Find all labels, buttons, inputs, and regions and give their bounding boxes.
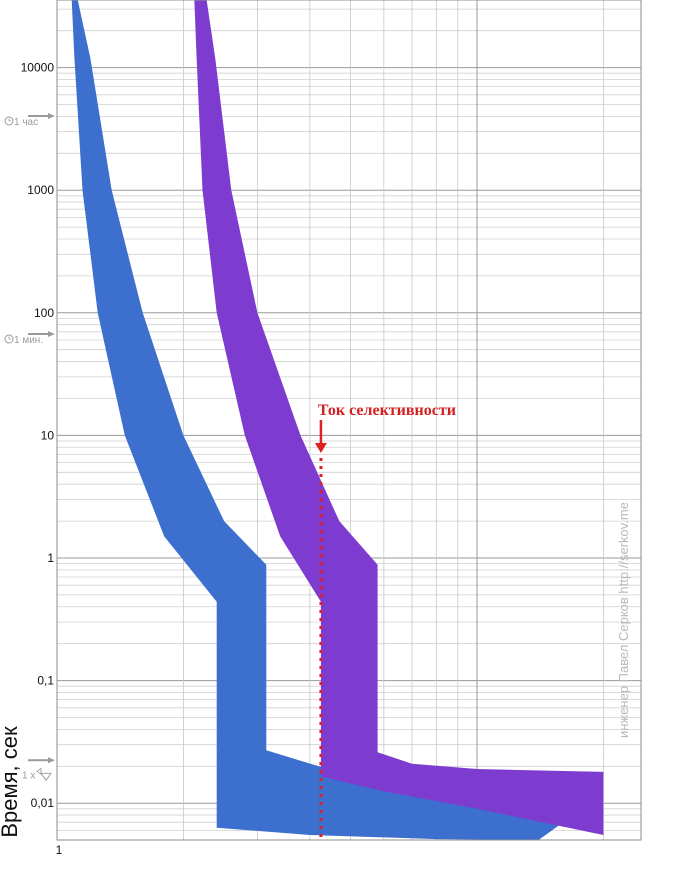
y-tick-label: 1 (47, 551, 54, 565)
clock-icon (4, 116, 14, 126)
time-marker: 1 x (22, 757, 55, 781)
selectivity-arrow-head (314, 443, 327, 453)
time-marker-label: 1 час (14, 117, 38, 128)
selectivity-label: Ток селективности (318, 402, 456, 419)
axis-ticks: 10000 1000 100 10 1 0,1 0,01 1 (21, 61, 63, 857)
series-layer (71, 0, 604, 841)
time-marker: 1 мин. (4, 330, 55, 346)
time-marker-label: 1 мин. (14, 335, 43, 346)
triangle-icon (40, 772, 52, 782)
y-tick-label: 0,1 (37, 674, 54, 688)
time-marker-label: 1 x (22, 770, 35, 781)
y-tick-label: 100 (34, 306, 54, 320)
plot-frame (56, 0, 642, 841)
series-band-1 (71, 0, 604, 841)
series-band-2 (194, 0, 604, 835)
y-tick-label: 0,01 (31, 796, 55, 810)
y-tick-label: 1000 (27, 183, 54, 197)
time-marker: 1 час (4, 112, 55, 128)
y-tick-label: 10 (41, 428, 55, 442)
y-tick-label: 10000 (21, 61, 55, 75)
time-markers: 1 час 1 мин. 1 x (4, 112, 55, 781)
y-axis-label: Время, сек (0, 726, 22, 838)
watermark: инженер Павел Серков http://serkov.me (616, 502, 631, 738)
clock-icon (4, 334, 14, 344)
x-tick-label: 1 (56, 843, 63, 857)
selectivity-annotation: Ток селективности (314, 402, 456, 840)
